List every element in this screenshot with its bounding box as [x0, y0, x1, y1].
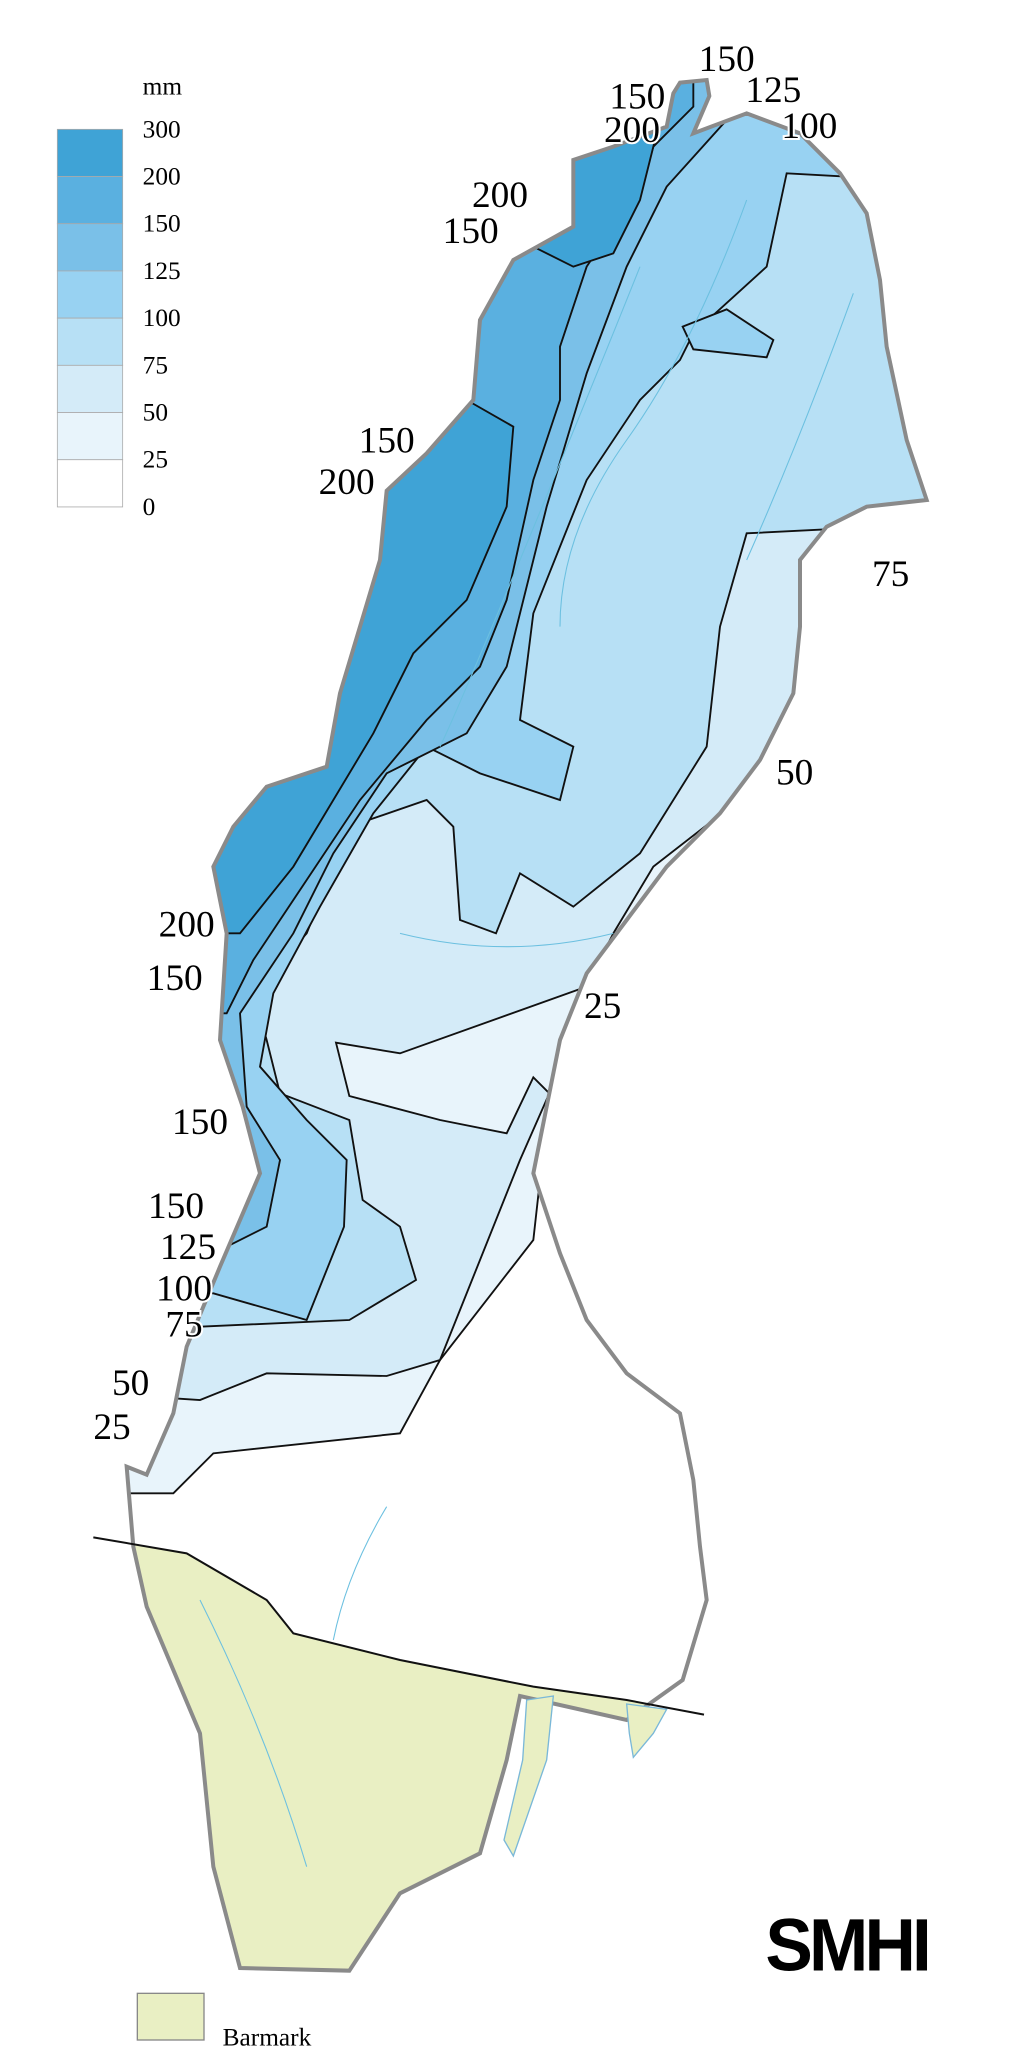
- contour-label: 50: [776, 753, 813, 794]
- legend-label: 0: [143, 493, 156, 521]
- legend-swatch: [56, 128, 124, 177]
- contour-label: 150: [147, 958, 203, 999]
- contour-label: 150: [172, 1102, 228, 1143]
- island: [625, 1703, 668, 1759]
- contour-label: 25: [584, 986, 621, 1027]
- contour-label: 75: [165, 1305, 202, 1346]
- barmark-label: Barmark: [223, 2023, 312, 2048]
- legend-label: 150: [143, 210, 181, 238]
- contour-label: 75: [872, 554, 909, 595]
- legend-swatch: [56, 317, 124, 366]
- gotland: [503, 1695, 555, 1858]
- legend-unit: mm: [143, 73, 183, 101]
- legend-swatch: [56, 223, 124, 272]
- rivers: [199, 199, 854, 1867]
- legend-swatch: [56, 459, 124, 508]
- legend-label: 25: [143, 446, 168, 474]
- legend-label: 300: [143, 115, 181, 143]
- legend-label: 200: [143, 163, 181, 191]
- contour-label: 150: [609, 77, 665, 118]
- legend-label: 100: [143, 304, 181, 332]
- legend-swatch: [56, 270, 124, 319]
- contour-label: 150: [359, 421, 415, 462]
- contour-label: 200: [159, 905, 215, 946]
- contour-label: 25: [93, 1407, 130, 1448]
- legend-label: 125: [143, 257, 181, 285]
- contour-label: 125: [160, 1227, 216, 1268]
- contour-label: 125: [745, 70, 801, 111]
- contour-label: 200: [604, 110, 660, 151]
- contour-label: 150: [443, 211, 499, 252]
- contour-label: 150: [148, 1186, 204, 1227]
- barmark-boundary: [93, 1536, 705, 1716]
- legend-label: 75: [143, 351, 168, 379]
- contour-label: 100: [156, 1269, 212, 1310]
- contour-label: 100: [781, 106, 837, 147]
- contour-label: 50: [112, 1363, 149, 1404]
- legend-label: 50: [143, 399, 168, 427]
- contour-label: 150: [699, 39, 755, 80]
- legend-swatch: [56, 176, 124, 225]
- logo: SMHI: [765, 1903, 928, 1987]
- legend: mm 300 200 150 125 100 75 50 25 0: [56, 73, 183, 521]
- contour-label: 200: [319, 462, 375, 503]
- contour-label: 200: [472, 175, 528, 216]
- barmark-swatch: [136, 1992, 205, 2041]
- legend-swatch: [56, 412, 124, 461]
- legend-swatch: [56, 364, 124, 413]
